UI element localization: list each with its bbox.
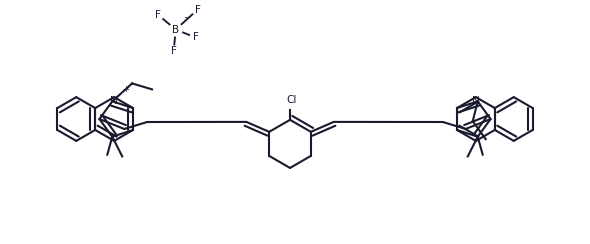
Text: −: − bbox=[183, 14, 189, 22]
Text: F: F bbox=[171, 46, 176, 56]
Text: N: N bbox=[110, 96, 118, 106]
Text: Cl: Cl bbox=[287, 95, 297, 105]
Text: +: + bbox=[122, 85, 129, 94]
Text: N: N bbox=[472, 96, 480, 106]
Text: B: B bbox=[172, 25, 179, 35]
Text: F: F bbox=[192, 32, 198, 42]
Text: F: F bbox=[195, 5, 201, 15]
Text: F: F bbox=[155, 10, 160, 20]
